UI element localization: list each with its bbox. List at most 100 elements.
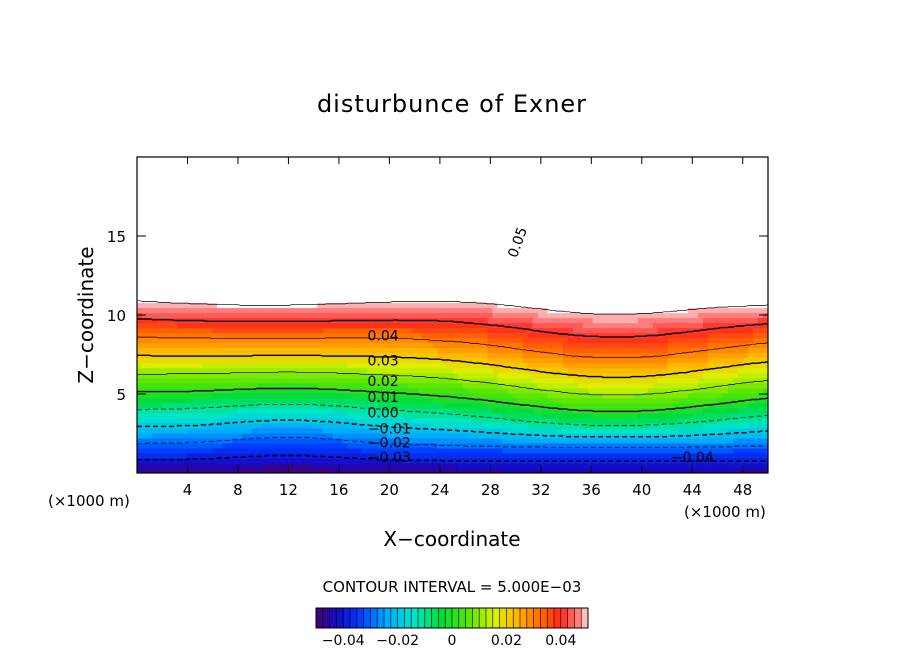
field-cell — [267, 427, 273, 434]
field-cell — [277, 462, 283, 469]
field-cell — [507, 317, 514, 324]
field-cell — [422, 462, 429, 469]
field-cell — [417, 157, 424, 163]
field-cell — [282, 247, 288, 253]
field-cell — [262, 237, 268, 243]
field-cell — [487, 327, 494, 334]
field-cell — [337, 362, 343, 369]
field-cell — [337, 437, 343, 444]
field-cell — [237, 432, 243, 439]
field-cell — [487, 432, 494, 439]
field-cell — [212, 197, 218, 203]
field-cell — [457, 412, 464, 419]
field-cell — [517, 157, 524, 163]
field-cell — [262, 317, 268, 324]
field-cell — [217, 412, 223, 419]
field-cell — [142, 292, 148, 299]
field-cell — [402, 257, 409, 263]
field-cell — [507, 312, 514, 319]
field-cell — [142, 332, 148, 339]
field-cell — [307, 167, 313, 173]
field-cell — [217, 372, 223, 379]
field-cell — [142, 162, 148, 168]
field-cell — [392, 257, 399, 263]
field-cell — [497, 157, 504, 163]
field-cell — [462, 302, 469, 309]
field-cell — [152, 277, 158, 283]
field-cell — [182, 327, 188, 334]
field-cell — [322, 247, 328, 253]
field-cell — [197, 327, 203, 334]
field-cell — [422, 447, 429, 454]
field-cell — [487, 372, 494, 379]
field-cell — [397, 422, 404, 429]
field-cell — [272, 182, 278, 188]
field-cell — [417, 422, 424, 429]
field-cell — [137, 337, 143, 344]
field-cell — [327, 287, 333, 294]
field-cell — [242, 222, 248, 228]
field-cell — [417, 342, 424, 349]
field-cell — [322, 467, 328, 473]
field-cell — [387, 467, 394, 473]
field-cell — [402, 227, 409, 233]
field-cell — [427, 162, 434, 168]
field-cell — [517, 212, 524, 218]
field-cell — [157, 232, 163, 238]
field-cell — [472, 237, 479, 243]
field-cell — [452, 382, 459, 389]
field-cell — [242, 442, 248, 449]
field-cell — [142, 457, 148, 464]
field-cell — [432, 387, 439, 394]
field-cell — [277, 327, 283, 334]
field-cell — [297, 442, 303, 449]
field-cell — [162, 402, 168, 409]
field-cell — [512, 412, 519, 419]
field-cell — [212, 397, 218, 404]
field-cell — [182, 337, 188, 344]
field-cell — [207, 322, 213, 329]
field-cell — [272, 442, 278, 449]
field-cell — [402, 357, 409, 364]
field-cell — [337, 422, 343, 429]
field-cell — [452, 187, 459, 193]
field-cell — [512, 177, 519, 183]
field-cell — [332, 427, 338, 434]
field-cell — [342, 357, 348, 364]
field-cell — [512, 307, 519, 314]
field-cell — [277, 267, 283, 273]
field-cell — [137, 412, 143, 419]
field-cell — [152, 232, 158, 238]
field-cell — [297, 272, 303, 278]
field-cell — [252, 167, 258, 173]
field-cell — [247, 247, 253, 253]
field-cell — [332, 402, 338, 409]
field-cell — [437, 347, 444, 354]
field-cell — [482, 412, 489, 419]
field-cell — [447, 222, 454, 228]
field-cell — [487, 272, 494, 278]
field-cell — [207, 362, 213, 369]
field-cell — [317, 282, 323, 289]
field-cell — [417, 352, 424, 359]
field-cell — [462, 177, 469, 183]
field-cell — [377, 227, 383, 233]
field-cell — [462, 312, 469, 319]
field-cell — [327, 192, 333, 198]
field-cell — [207, 177, 213, 183]
field-cell — [187, 217, 193, 223]
field-cell — [232, 222, 238, 228]
field-cell — [207, 422, 213, 429]
field-cell — [137, 402, 143, 409]
field-cell — [287, 377, 293, 384]
field-cell — [137, 307, 143, 314]
field-cell — [447, 262, 454, 268]
field-cell — [397, 297, 404, 304]
field-cell — [492, 347, 499, 354]
field-cell — [377, 452, 383, 459]
field-cell — [512, 187, 519, 193]
field-cell — [262, 367, 268, 374]
field-cell — [332, 467, 338, 473]
field-cell — [477, 337, 484, 344]
field-cell — [392, 157, 399, 163]
